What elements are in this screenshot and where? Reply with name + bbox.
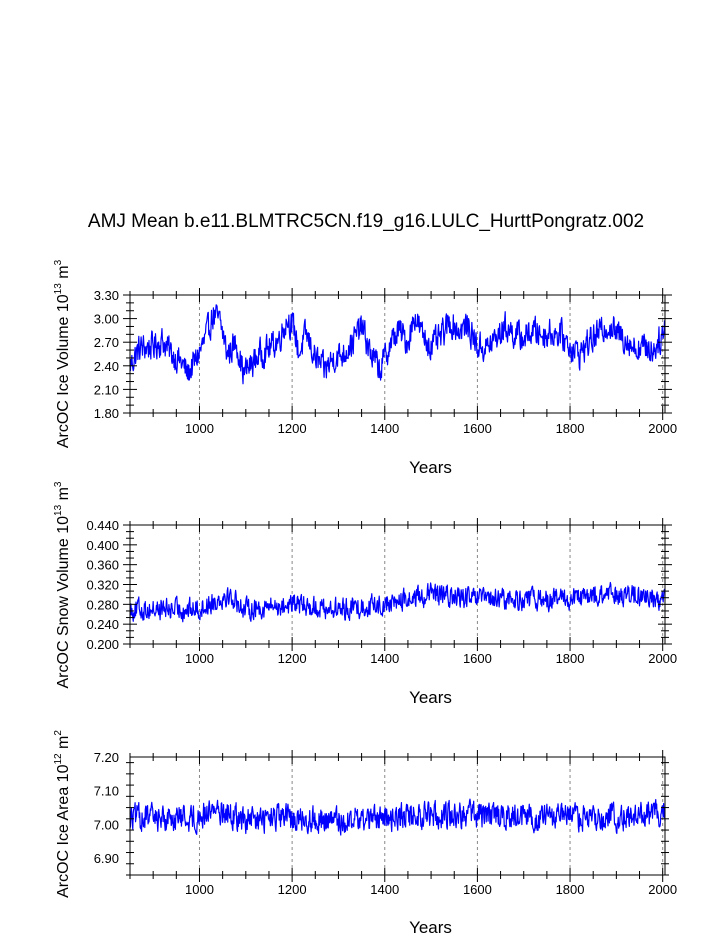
y-tick-label: 2.40: [94, 359, 119, 374]
y-tick-label: 2.70: [94, 335, 119, 350]
y-tick-label: 0.360: [86, 558, 119, 573]
plot-frame: [129, 294, 666, 414]
series-line: [129, 304, 666, 385]
y-tick-label: 0.200: [86, 637, 119, 652]
plot-frame: [129, 524, 666, 645]
y-tick-label: 0.440: [86, 518, 119, 533]
y-tick-label: 3.00: [94, 312, 119, 327]
y-axis-label: ArcOC Snow Volume 1013 m3: [53, 481, 72, 688]
plot-frame: [129, 756, 666, 876]
x-tick-label: 1400: [370, 882, 399, 897]
x-tick-label: 1000: [185, 421, 214, 436]
x-tick-label: 1600: [463, 651, 492, 666]
x-tick-label: 1200: [278, 882, 307, 897]
y-tick-label: 6.90: [94, 851, 119, 866]
x-tick-label: 1400: [370, 421, 399, 436]
x-axis-label: Years: [409, 918, 452, 935]
y-tick-label: 0.320: [86, 578, 119, 593]
y-axis-label: ArcOC Ice Area 1012 m2: [53, 730, 72, 898]
series-line: [129, 581, 666, 623]
y-tick-label: 1.80: [94, 406, 119, 421]
x-tick-label: 1800: [556, 421, 585, 436]
y-tick-label: 7.10: [94, 784, 119, 799]
x-tick-label: 1000: [185, 651, 214, 666]
x-tick-label: 2000: [648, 651, 677, 666]
y-tick-label: 0.400: [86, 538, 119, 553]
x-tick-label: 2000: [648, 882, 677, 897]
x-tick-label: 1600: [463, 421, 492, 436]
y-tick-label: 3.30: [94, 288, 119, 303]
x-axis-label: Years: [409, 688, 452, 707]
panel-1: 1000 1200 1400 1600 1800 2000 1.80 2.10 2.40 2.70…: [53, 259, 677, 477]
y-tick-label: 7.00: [94, 817, 119, 832]
y-tick-label: 7.20: [94, 750, 119, 765]
x-tick-label: 1400: [370, 651, 399, 666]
y-tick-label: 0.280: [86, 597, 119, 612]
x-tick-label: 1800: [556, 651, 585, 666]
panel-3: 1000 1200 1400 1600 1800 2000 6.90 7.00 7.10 7.20…: [53, 730, 677, 935]
x-tick-label: 1200: [278, 651, 307, 666]
x-tick-label: 2000: [648, 421, 677, 436]
y-tick-label: 0.240: [86, 617, 119, 632]
x-axis-label: Years: [409, 458, 452, 477]
x-tick-label: 1800: [556, 882, 585, 897]
x-tick-label: 1200: [278, 421, 307, 436]
x-tick-label: 1000: [185, 882, 214, 897]
x-tick-label: 1600: [463, 882, 492, 897]
chart-title: AMJ Mean b.e11.BLMTRC5CN.f19_g16.LULC_Hu…: [88, 211, 644, 232]
series-line: [129, 798, 666, 836]
y-tick-label: 2.10: [94, 382, 119, 397]
panel-2: 1000 1200 1400 1600 1800 2000 0.200 0.240 0.280 0…: [53, 481, 677, 707]
y-axis-label: ArcOC Ice Volume 1013 m3: [53, 259, 72, 448]
